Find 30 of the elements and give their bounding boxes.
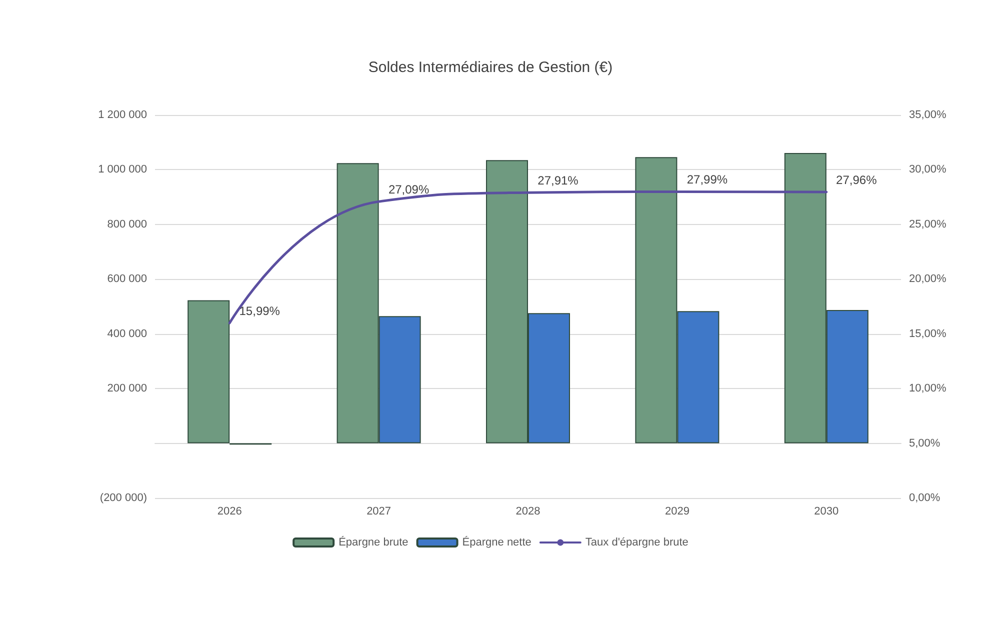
- y-tick-label: 1 000 000: [98, 164, 147, 176]
- y-tick-label: 600 000: [107, 273, 147, 286]
- y2-tick-label: 20,00%: [909, 273, 947, 286]
- data-label: 15,99%: [239, 304, 280, 318]
- data-label: 27,96%: [836, 173, 878, 188]
- y2-tick-label: 10,00%: [909, 382, 947, 395]
- x-tick-label: 2027: [366, 506, 392, 518]
- legend-label: Taux d'épargne brute: [585, 536, 688, 548]
- legend-label: Épargne nette: [462, 536, 532, 548]
- y2-tick-label: 25,00%: [909, 218, 947, 230]
- y-tick-label: 400 000: [107, 328, 147, 340]
- y2-tick-label: 15,00%: [909, 328, 947, 340]
- data-label: 27,09%: [388, 182, 430, 197]
- y-tick-label: (200 000): [100, 492, 147, 504]
- y2-tick-label: 0,00%: [909, 492, 940, 504]
- x-tick-label: 2028: [516, 506, 540, 518]
- y-tick-label: 200 000: [107, 382, 147, 395]
- y2-tick-label: 30,00%: [909, 164, 947, 176]
- x-tick-label: 2029: [664, 506, 690, 518]
- data-label: 27,99%: [686, 172, 728, 187]
- y2-tick-label: 35,00%: [909, 109, 947, 121]
- y2-tick-label: 5,00%: [909, 437, 940, 450]
- x-tick-label: 2026: [217, 506, 242, 518]
- data-label: 27,91%: [538, 174, 579, 188]
- legend-label: Épargne brute: [338, 536, 408, 548]
- bar: [188, 300, 230, 444]
- x-tick-label: 2030: [814, 506, 839, 518]
- y-tick-label: 1 200 000: [98, 109, 147, 121]
- chart-title: Soldes Intermédiaires de Gestion (€): [368, 59, 613, 76]
- y-tick-label: 800 000: [107, 218, 147, 230]
